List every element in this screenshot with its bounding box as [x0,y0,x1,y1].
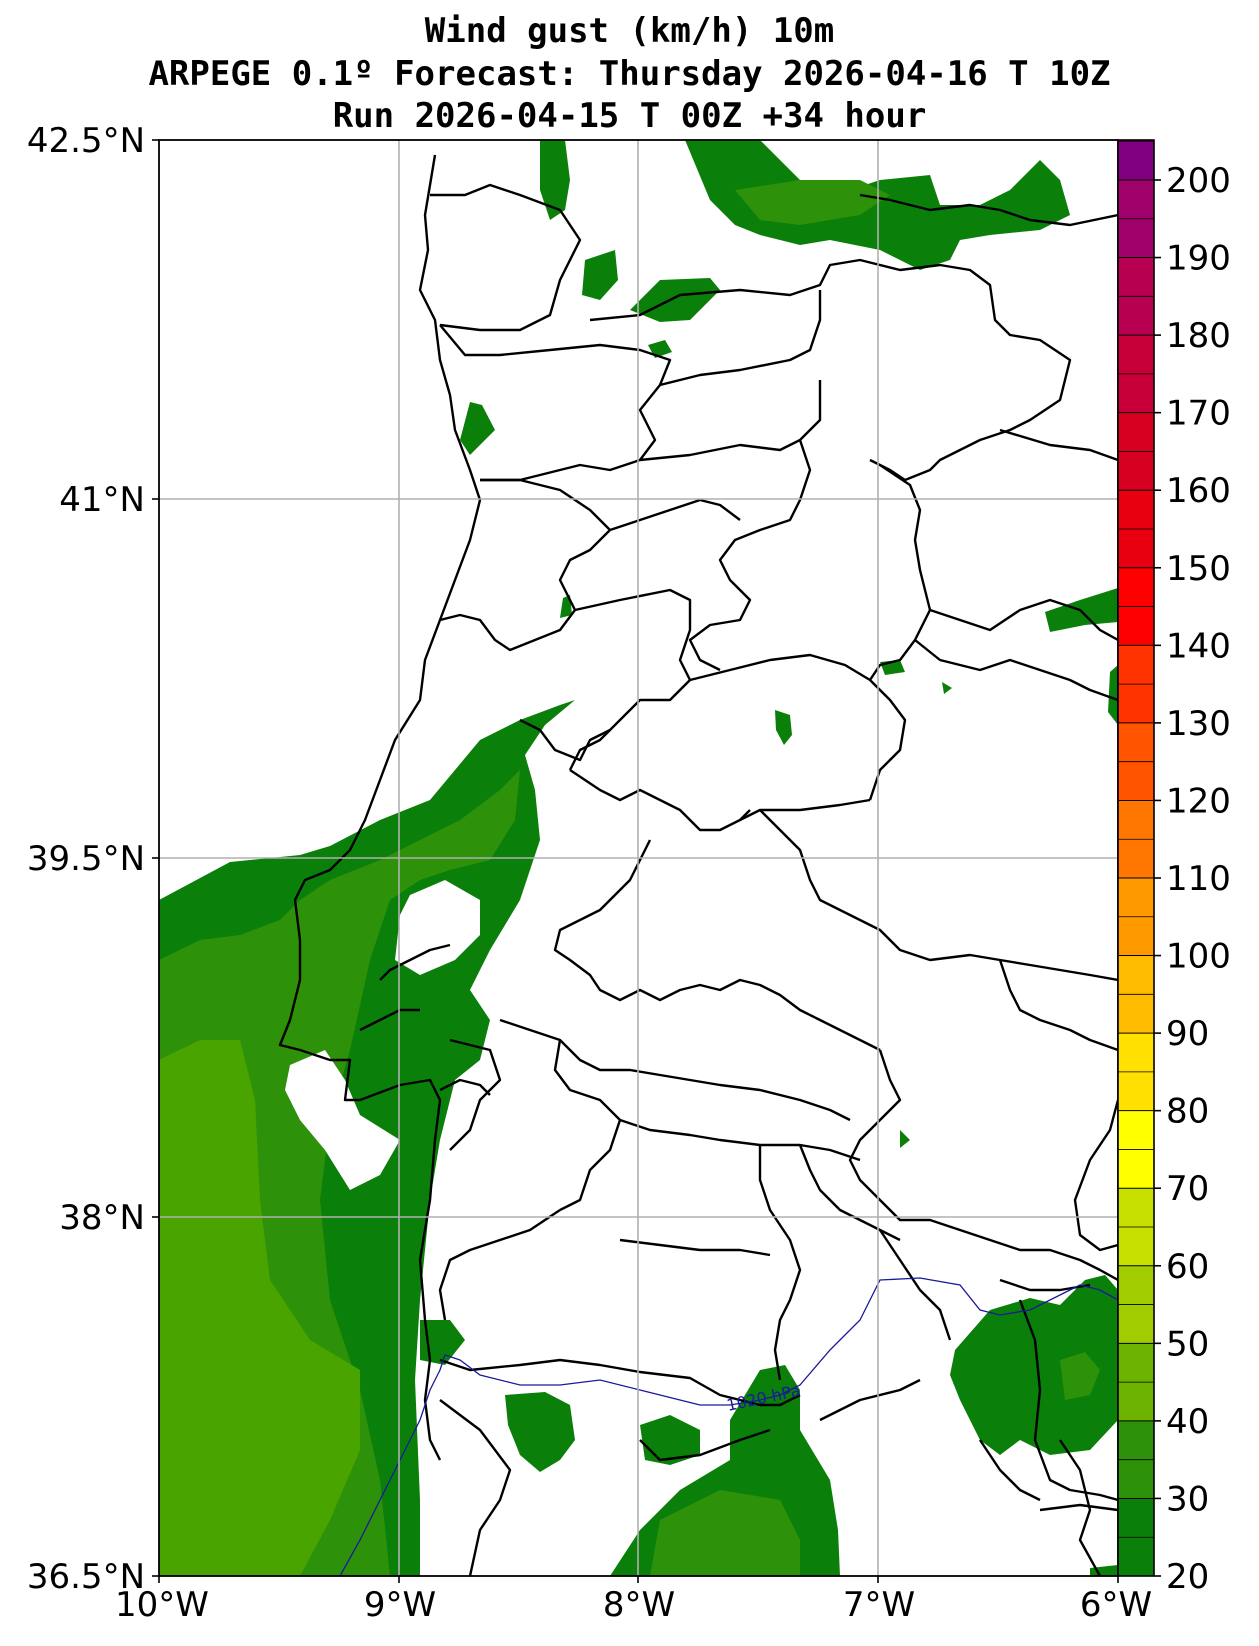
coastline-portugal [278,154,482,1461]
border-spain-portugal-south [1018,1299,1118,1502]
lon-label: 8°W [603,1585,675,1625]
lat-label: 36.5°N [27,1557,145,1597]
lon-label: 9°W [364,1585,436,1625]
lon-label: 7°W [843,1585,915,1625]
colorbar-label: 190 [1166,239,1231,279]
borders-coastline [278,154,1118,1576]
colorbar-label: 120 [1166,781,1231,821]
lon-labels: 10°W 9°W 8°W 7°W 6°W [115,1585,1152,1625]
colorbar-label: 30 [1166,1479,1209,1519]
colorbar-label: 110 [1166,859,1231,899]
border-spain-portugal-east [1073,1099,1118,1252]
colorbar-label: 20 [1166,1557,1209,1597]
colorbar-label: 40 [1166,1402,1209,1442]
axis-ticks [152,139,1119,1583]
colorbar-label: 130 [1166,704,1231,744]
wind-gust-field [159,140,1118,1576]
lat-labels: 42.5°N 41°N 39.5°N 38°N 36.5°N [27,121,145,1597]
coastline-algarve [439,1358,801,1407]
gridlines [159,140,1118,1576]
lat-label: 41°N [59,480,145,520]
colorbar-label: 70 [1166,1169,1209,1209]
lon-label: 6°W [1080,1585,1152,1625]
lat-label: 38°N [59,1198,145,1238]
colorbar-label: 170 [1166,394,1231,434]
colorbar-label: 100 [1166,937,1231,977]
map-title-line3: Run 2026-04-15 T 00Z +34 hour [332,96,927,136]
lat-label: 42.5°N [27,121,145,161]
map-title-line1: Wind gust (km/h) 10m [424,11,835,51]
gust-area-40b [159,1160,225,1380]
lon-label: 10°W [115,1585,209,1625]
colorbar-label: 160 [1166,471,1231,511]
colorbar-label: 140 [1166,626,1231,666]
colorbar-label: 180 [1166,316,1231,356]
colorbar-label: 50 [1166,1324,1209,1364]
colorbar-label: 90 [1166,1014,1209,1054]
map-title-line2: ARPEGE 0.1º Forecast: Thursday 2026-04-1… [148,54,1111,94]
colorbar-label: 80 [1166,1092,1209,1132]
colorbar-label: 60 [1166,1247,1209,1287]
lat-label: 39.5°N [27,839,145,879]
colorbar-label: 200 [1166,161,1231,201]
colorbar-band [1118,140,1154,181]
colorbar: 200 190 180 170 160 150 140 130 120 110 100 90 80 70 6… [1117,139,1231,1597]
colorbar-frame [1117,139,1155,1577]
colorbar-label: 150 [1166,549,1231,589]
